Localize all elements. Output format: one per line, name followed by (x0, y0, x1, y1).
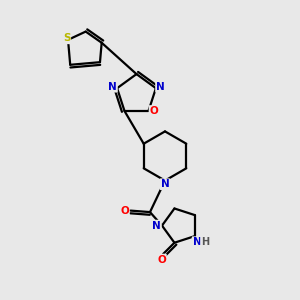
Text: N: N (160, 179, 169, 189)
Text: N: N (152, 220, 161, 231)
Text: H: H (201, 237, 209, 247)
Text: O: O (149, 106, 158, 116)
Text: N: N (108, 82, 117, 92)
Text: N: N (156, 82, 165, 92)
Text: N: N (193, 237, 201, 247)
Text: O: O (120, 206, 129, 216)
Text: S: S (63, 33, 70, 43)
Text: O: O (157, 254, 166, 265)
